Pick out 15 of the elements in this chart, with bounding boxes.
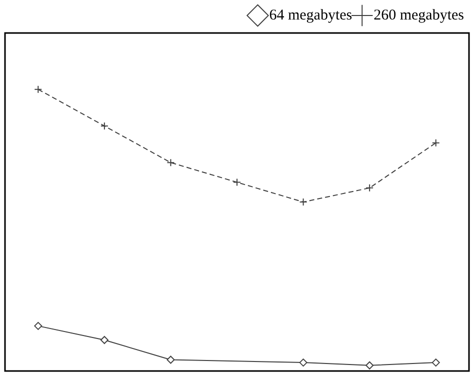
legend-label: 260 megabytes: [374, 7, 464, 24]
point: [432, 138, 440, 147]
point: [34, 85, 42, 94]
point: [166, 356, 175, 364]
point: [366, 184, 374, 192]
point: [100, 336, 108, 344]
point: [299, 198, 308, 206]
point: [432, 358, 440, 367]
point: [299, 358, 308, 367]
point: [166, 158, 175, 167]
legend-label: 64 megabytes: [269, 7, 352, 24]
point: [100, 122, 108, 130]
point: [366, 361, 374, 370]
point: [233, 178, 241, 186]
point: [34, 322, 42, 330]
